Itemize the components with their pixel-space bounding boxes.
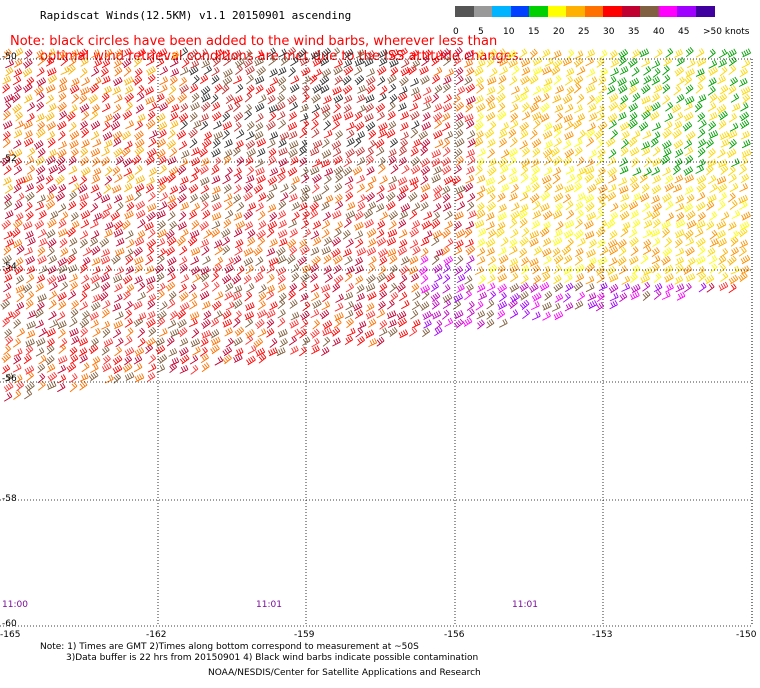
- colorbar-label: 45: [678, 27, 690, 37]
- colorbar-segment: [658, 6, 678, 17]
- time-label: 11:00: [2, 600, 28, 610]
- colorbar-segment: [621, 6, 641, 17]
- latitude-label: -54: [2, 262, 17, 272]
- colorbar-segment: [603, 6, 622, 17]
- colorbar-label: 30: [603, 27, 615, 37]
- latitude-label: -52: [2, 154, 17, 164]
- colorbar-label: 10: [503, 27, 515, 37]
- ISS-note-line-1: Note: black circles have been added to t…: [10, 34, 498, 49]
- latitude-label: -50: [2, 52, 17, 62]
- wind-barbs: [0, 46, 752, 402]
- colorbar-segment: [584, 6, 604, 17]
- colorbar-label: 15: [528, 27, 540, 37]
- colorbar-segment: [510, 6, 530, 17]
- colorbar-segment: [566, 6, 585, 17]
- longitude-label: -159: [294, 630, 315, 640]
- longitude-label: -156: [444, 630, 465, 640]
- colorbar-segment: [455, 6, 474, 17]
- time-label: 11:01: [256, 600, 282, 610]
- colorbar-label: 25: [578, 27, 590, 37]
- longitude-label: -165: [0, 630, 21, 640]
- longitude-label: -150: [736, 630, 757, 640]
- colorbar-segment: [547, 6, 567, 17]
- chart-title: Rapidscat Winds(12.5KM) v1.1 20150901 as…: [40, 9, 352, 22]
- latitude-label: -60: [2, 619, 17, 629]
- latitude-label: -58: [2, 494, 17, 504]
- time-label: 11:01: [512, 600, 538, 610]
- latitude-label: -56: [2, 374, 17, 384]
- colorbar-segment: [695, 6, 715, 17]
- credit-line: NOAA/NESDIS/Center for Satellite Applica…: [208, 668, 481, 678]
- footnote-line-2: 3)Data buffer is 22 hrs from 20150901 4)…: [66, 653, 479, 663]
- colorbar-segment: [677, 6, 696, 17]
- colorbar-label: 0: [453, 27, 459, 37]
- colorbar-segment: [473, 6, 493, 17]
- colorbar-segment: [529, 6, 548, 17]
- footnote-line-1: Note: 1) Times are GMT 2)Times along bot…: [40, 642, 419, 652]
- colorbar-label: 5: [478, 27, 484, 37]
- colorbar-label: 20: [553, 27, 565, 37]
- colorbar-label: >50 knots: [703, 27, 750, 37]
- colorbar-segment: [640, 6, 659, 17]
- colorbar-label: 35: [628, 27, 640, 37]
- longitude-label: -162: [146, 630, 167, 640]
- colorbar-label: 40: [653, 27, 665, 37]
- longitude-label: -153: [592, 630, 613, 640]
- colorbar-segment: [492, 6, 511, 17]
